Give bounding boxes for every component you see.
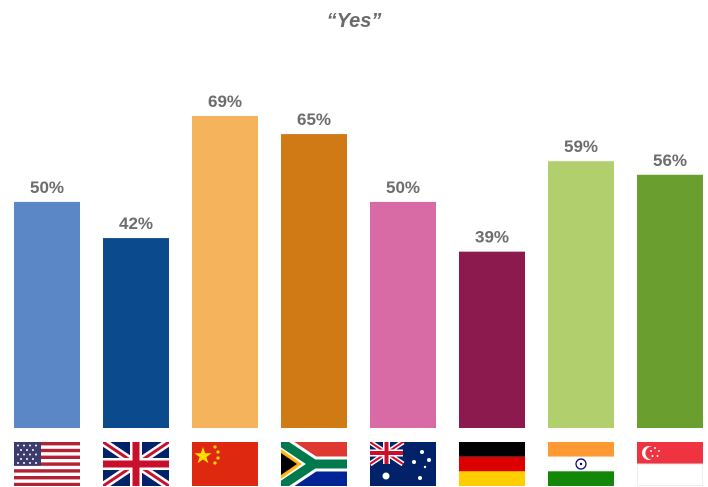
bar-united-kingdom <box>103 238 169 428</box>
china-flag-icon <box>192 442 258 486</box>
value-label: 50% <box>386 178 420 197</box>
bar-india <box>548 161 614 428</box>
bar-germany <box>459 251 525 428</box>
chart-title: “Yes” <box>326 10 382 32</box>
value-label: 42% <box>119 214 153 233</box>
value-labels-group: 50% 42% 69% 65% 50% 39% 59% 56% <box>30 92 687 247</box>
value-label: 59% <box>564 137 598 156</box>
south-africa-flag-icon <box>281 442 347 486</box>
value-label: 50% <box>30 178 64 197</box>
us-flag-icon <box>14 442 80 486</box>
germany-flag-icon <box>459 442 525 486</box>
australia-flag-icon <box>370 442 436 486</box>
bar-south-africa <box>281 134 347 428</box>
bar-china <box>192 116 258 428</box>
india-flag-icon <box>548 442 614 486</box>
uk-flag-icon <box>103 442 169 486</box>
bar-australia <box>370 201 436 428</box>
value-label: 69% <box>208 92 242 111</box>
flags-row <box>14 442 703 486</box>
value-label: 65% <box>297 110 331 129</box>
value-label: 39% <box>475 228 509 247</box>
value-label: 56% <box>653 151 687 170</box>
singapore-flag-icon <box>637 442 703 486</box>
bar-united-states <box>14 201 80 428</box>
bars-group <box>14 116 703 428</box>
bar-singapore <box>637 174 703 428</box>
